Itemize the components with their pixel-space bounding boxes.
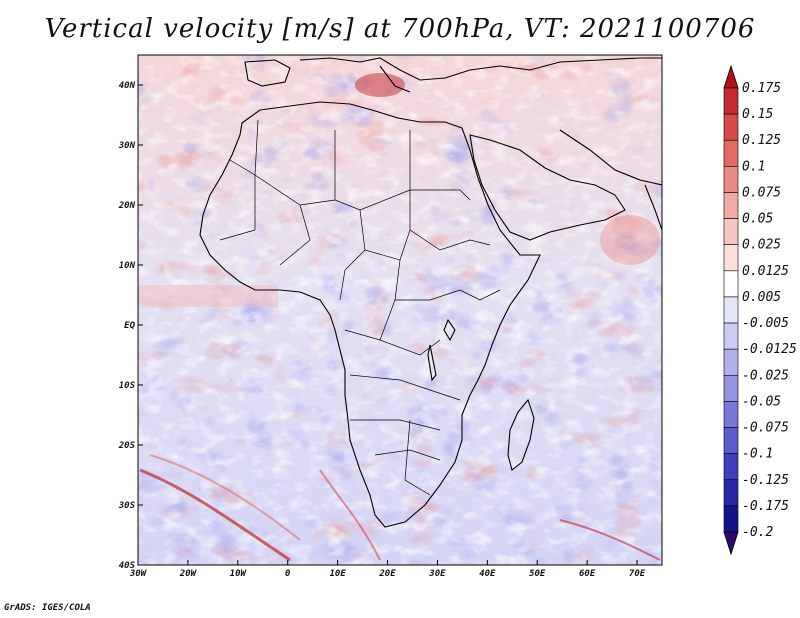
- colorbar-swatch: [723, 218, 739, 246]
- lon-tick-label: 20W: [179, 569, 198, 579]
- colorbar-swatch: [723, 348, 739, 376]
- colorbar-swatch: [723, 322, 739, 350]
- lon-tick-label: 30W: [129, 569, 148, 579]
- plot-frame: [137, 54, 663, 566]
- colorbar-swatch: [723, 244, 739, 272]
- colorbar-swatch: [723, 374, 739, 402]
- lon-tick-label: 30E: [428, 569, 446, 579]
- lat-tick-label: 10N: [119, 261, 136, 271]
- map-title: Vertical velocity [m/s] at 700hPa, VT: 2…: [44, 14, 756, 44]
- colorbar-swatch: [723, 453, 739, 481]
- colorbar-label: -0.1: [742, 447, 773, 462]
- lon-tick-label: 20E: [378, 569, 396, 579]
- colorbar-swatch: [723, 479, 739, 507]
- colorbar-label: -0.075: [742, 421, 789, 436]
- lat-tick-label: 40S: [119, 561, 136, 571]
- colorbar-label: 0.15: [742, 107, 773, 122]
- colorbar-swatch: [723, 270, 739, 298]
- colorbar-label: -0.2: [742, 525, 773, 540]
- colorbar-swatch: [723, 427, 739, 454]
- lat-tick-label: 40N: [119, 81, 136, 91]
- lon-tick-label: 40E: [479, 569, 496, 579]
- lon-tick-label: 10E: [329, 569, 346, 579]
- colorbar-swatch: [723, 87, 739, 115]
- velocity-field: [138, 55, 662, 565]
- colorbar-label: 0.175: [742, 81, 781, 96]
- lat-tick-label: 20S: [118, 441, 136, 451]
- lon-tick-label: 60E: [579, 569, 596, 579]
- footer-credit: GrADS: IGES/COLA: [4, 603, 91, 613]
- lat-tick-label: 30S: [118, 501, 136, 511]
- lat-tick-label: EQ: [124, 321, 135, 331]
- colorbar-label: -0.175: [742, 499, 789, 514]
- colorbar-label: 0.1: [742, 159, 765, 174]
- colorbar-label: -0.125: [742, 473, 789, 488]
- colorbar-label: 0.005: [742, 290, 781, 305]
- colorbar-label: -0.0125: [742, 342, 797, 357]
- colorbar-label: 0.025: [742, 238, 781, 253]
- coastlines: [199, 57, 662, 528]
- colorbar-top-arrow: [723, 64, 739, 89]
- colorbar-label: 0.0125: [742, 264, 789, 279]
- country-borders: [219, 119, 501, 496]
- colorbar-label: -0.005: [742, 316, 789, 331]
- latitude-axis: 40N 30N 20N 10N EQ 10S 20S 30S 40S: [118, 81, 143, 571]
- colorbar: 0.175 0.15 0.125 0.1 0.075 0.05 0.025 0.0125 0.0…: [723, 64, 797, 556]
- lon-tick-label: 10W: [230, 569, 248, 579]
- colorbar-swatch: [723, 139, 739, 167]
- lat-tick-label: 10S: [119, 381, 136, 391]
- colorbar-label: 0.125: [742, 133, 781, 148]
- colorbar-swatch: [723, 505, 739, 533]
- colorbar-swatch: [723, 192, 739, 219]
- colorbar-swatch: [723, 296, 739, 324]
- longitude-axis: 30W 20W 10W 0 10E 20E 30E 40E 50E 60E 70E: [129, 560, 646, 579]
- lon-tick-label: 70E: [629, 569, 646, 579]
- lat-tick-label: 20N: [118, 201, 136, 211]
- colorbar-label: -0.025: [742, 368, 789, 383]
- colorbar-label: 0.05: [742, 212, 773, 227]
- colorbar-label: -0.05: [742, 394, 781, 409]
- lon-tick-label: 0: [285, 569, 291, 579]
- colorbar-bottom-arrow: [723, 531, 739, 556]
- colorbar-label: 0.075: [742, 185, 781, 200]
- colorbar-swatch: [723, 166, 739, 193]
- lon-tick-label: 50E: [529, 569, 546, 579]
- colorbar-swatch: [723, 401, 739, 428]
- lat-tick-label: 30N: [118, 141, 136, 151]
- colorbar-swatch: [723, 113, 739, 141]
